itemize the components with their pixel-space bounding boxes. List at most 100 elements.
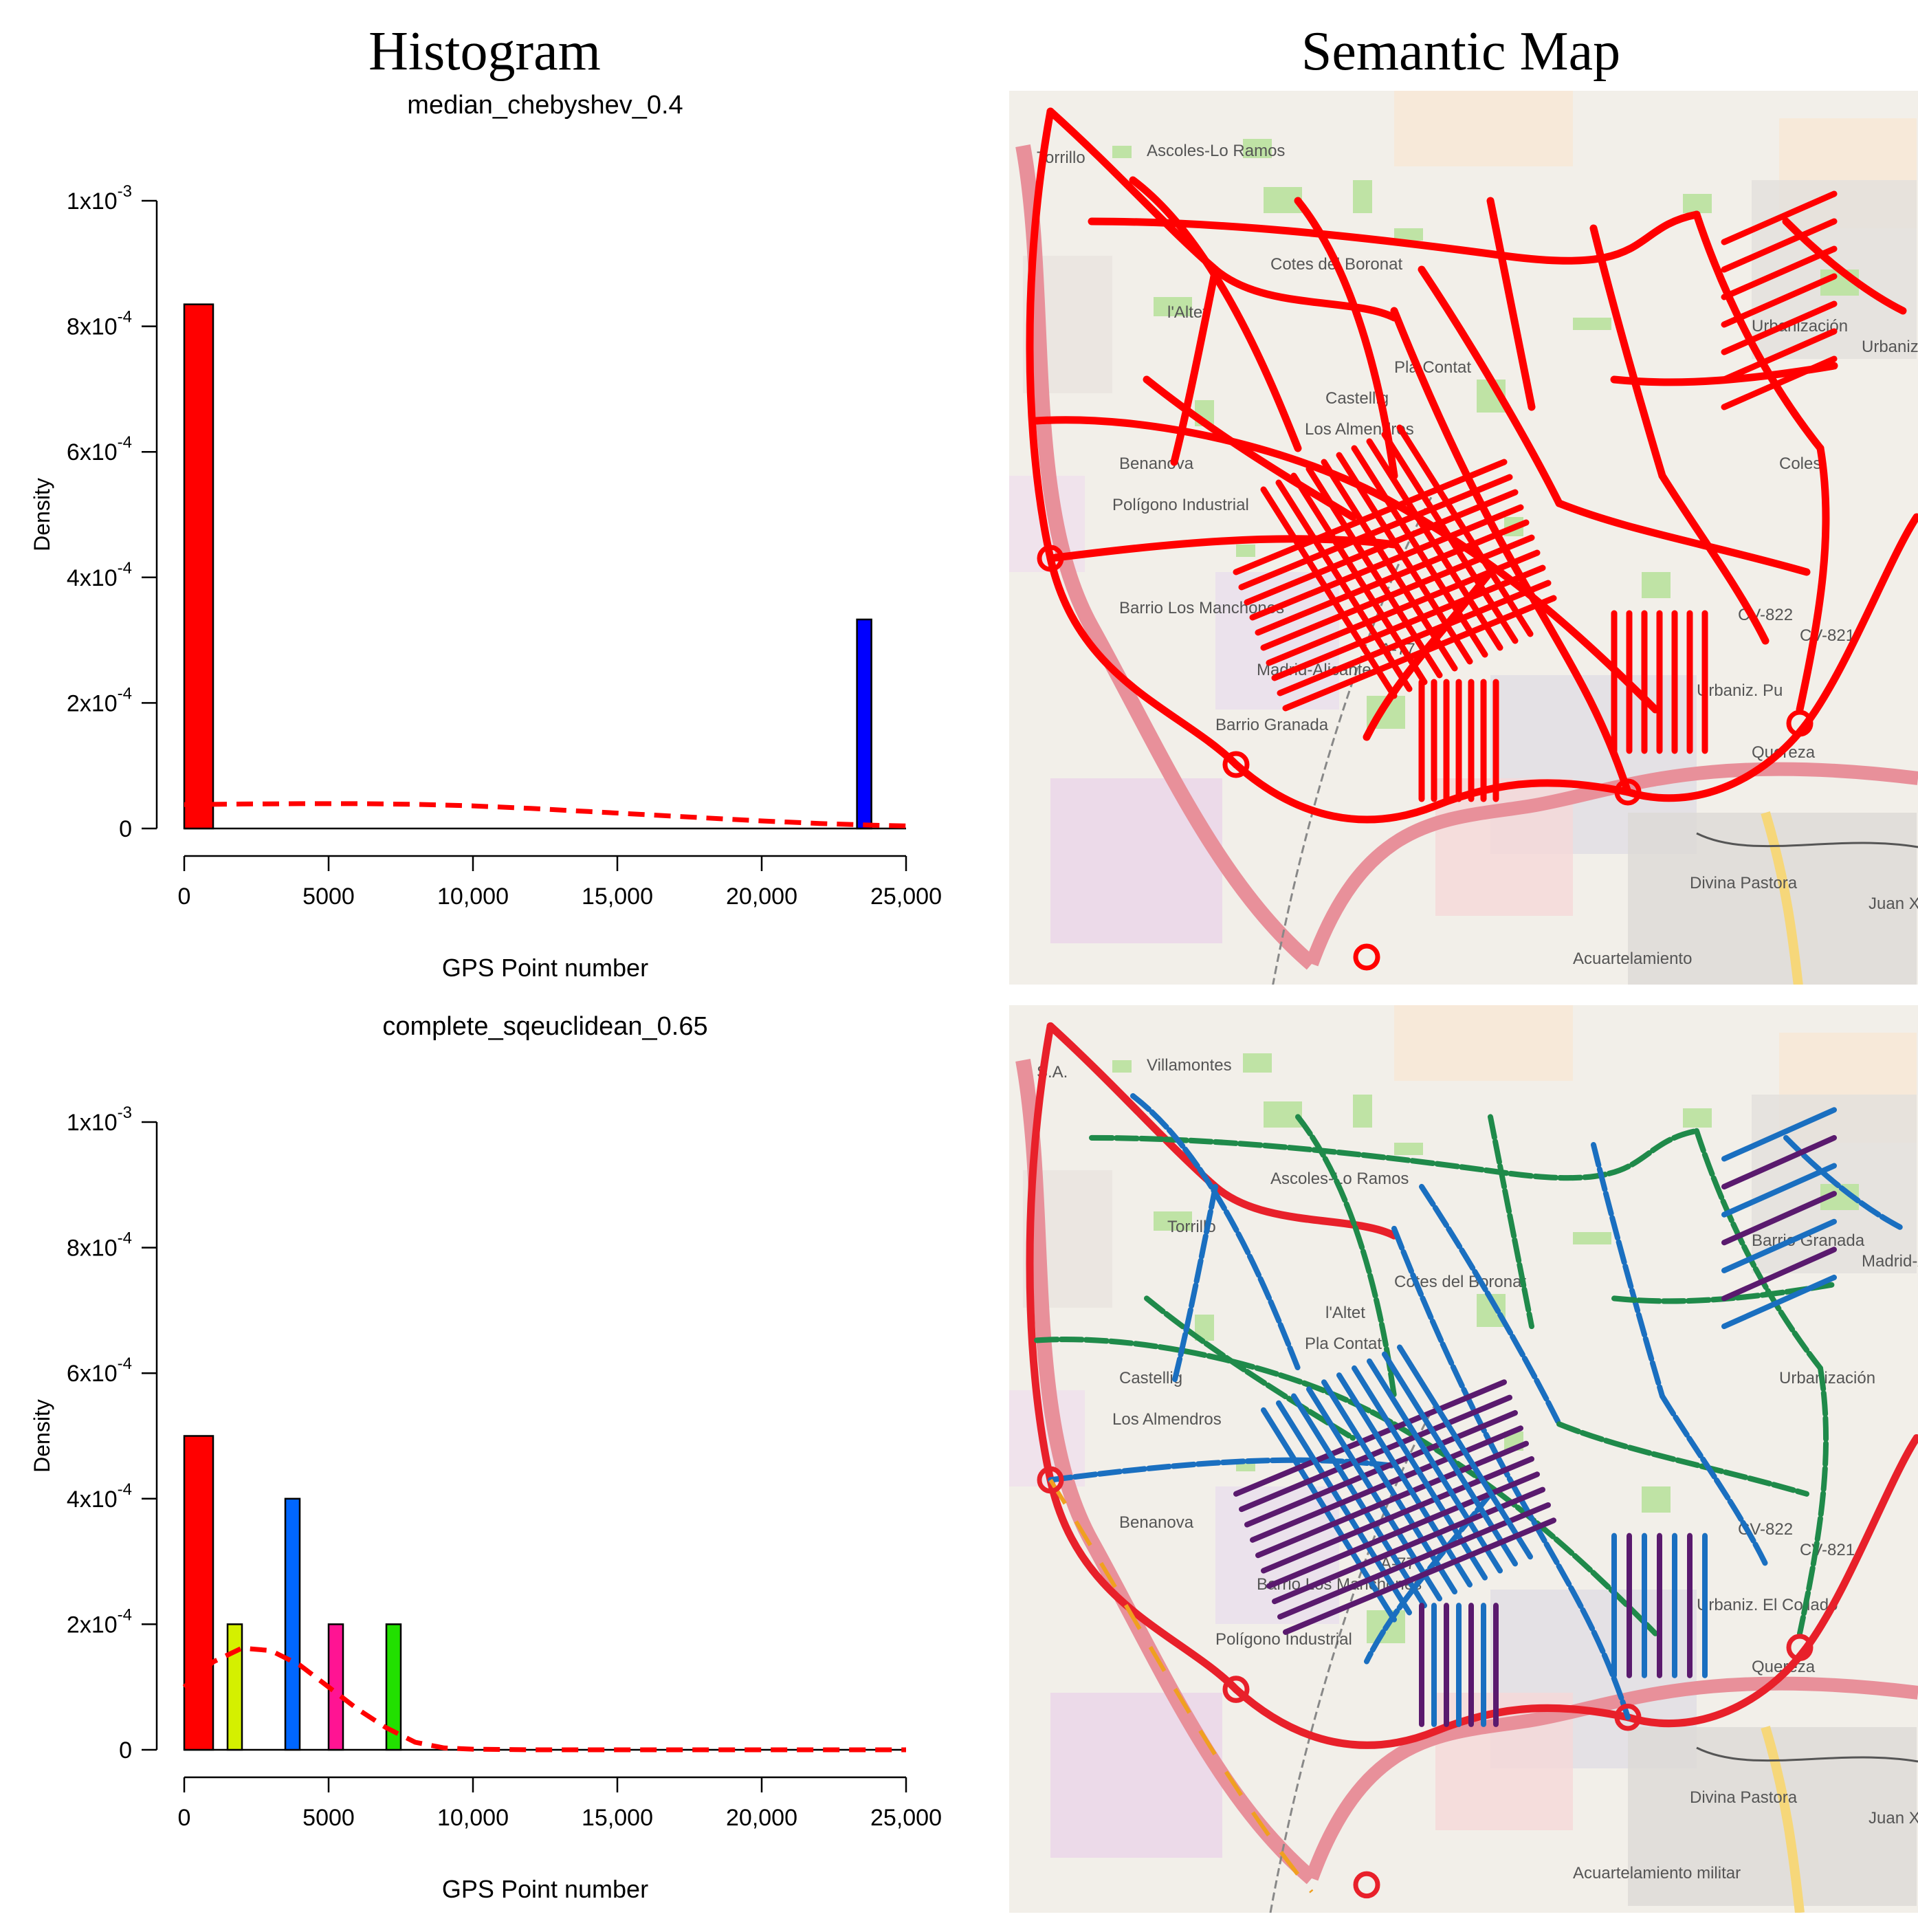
park-area xyxy=(1353,1095,1372,1128)
map-label: Benanova xyxy=(1119,454,1194,473)
gps-trace xyxy=(1721,300,1838,355)
roundabout xyxy=(1353,943,1380,971)
gps-trace xyxy=(1130,1093,1301,1372)
park-area xyxy=(1642,572,1671,598)
gps-trace xyxy=(1233,1379,1507,1497)
map-label: Acuartelamiento militar xyxy=(1573,1864,1741,1882)
y-tick-label: 4x10-4 xyxy=(67,1480,132,1513)
map-label: Villamontes xyxy=(1147,1056,1232,1075)
density-curve xyxy=(182,1645,906,1753)
x-tick-label: 10,000 xyxy=(437,883,509,910)
park-area xyxy=(1243,1053,1272,1073)
map-label: Divina Pastora xyxy=(1690,1788,1798,1807)
map-label: CV-821 xyxy=(1800,1541,1855,1559)
railway xyxy=(1696,832,1918,848)
park-area xyxy=(1683,194,1712,213)
map-label: l'Altet xyxy=(1167,303,1207,322)
map-label: CV-821 xyxy=(1800,626,1855,645)
park-area xyxy=(1154,297,1192,316)
y-tick-label: 8x10-4 xyxy=(67,1229,132,1262)
gps-trace xyxy=(1277,1502,1551,1620)
gps-trace xyxy=(1033,416,1660,714)
park-area xyxy=(1112,146,1132,158)
x-tick-label: 5000 xyxy=(302,1805,355,1831)
gps-trace xyxy=(1283,1517,1556,1635)
gps-trace xyxy=(1233,459,1508,575)
gps-trace xyxy=(1260,534,1535,651)
map-label: Barrio Granada xyxy=(1215,716,1329,734)
park-area xyxy=(1573,318,1611,330)
y-tick-label: 8x10-4 xyxy=(67,308,132,340)
gps-trace xyxy=(1721,245,1838,300)
gps-trace xyxy=(1026,1022,1240,1693)
y-axis-label: Density xyxy=(30,478,54,551)
roundabout xyxy=(1037,1466,1064,1494)
park-area xyxy=(1394,228,1423,241)
gps-trace xyxy=(1797,1365,1829,1636)
gps-trace xyxy=(1591,1142,1665,1399)
semantic-map-heading: Semantic Map xyxy=(1301,21,1621,82)
histogram-bar-2 xyxy=(856,618,872,830)
map-label: Castellig xyxy=(1119,1369,1182,1387)
y-tick-label: 0 xyxy=(119,1737,132,1764)
gps-trace xyxy=(1721,1134,1837,1190)
histogram-median-chebyshev: median_chebyshev_0.4 0 2x10-4 4x10-4 6x10-4 8… xyxy=(0,89,990,1011)
park-area xyxy=(1353,180,1372,213)
map-label: Pla Contat xyxy=(1394,358,1471,377)
park-area xyxy=(1394,1143,1423,1155)
histogram-bar-1 xyxy=(183,1435,214,1751)
gps-trace xyxy=(1397,1344,1533,1560)
gps-trace xyxy=(1232,1685,1632,1749)
gps-trace xyxy=(1721,1163,1837,1218)
gps-trace xyxy=(1624,1434,1918,1728)
gps-trace xyxy=(1796,444,1830,714)
gps-trace xyxy=(1277,580,1552,696)
gps-trace xyxy=(1721,1218,1837,1273)
y-tick-label: 1x10-3 xyxy=(67,182,132,215)
highway xyxy=(1015,1059,1317,1885)
map-label: Juan XXIII xyxy=(1869,1809,1918,1827)
x-tick-label: 20,000 xyxy=(726,883,797,910)
gps-trace xyxy=(1391,1225,1631,1720)
gps-trace xyxy=(1276,1400,1412,1616)
map-label: Acuartelamiento xyxy=(1573,949,1692,968)
y-tick-label: 6x10-4 xyxy=(67,1354,132,1387)
x-tick-label: 0 xyxy=(178,883,191,910)
gps-trace xyxy=(1144,1295,1356,1441)
semantic-map-complete-sqeuclidean: Villamontes S.A. Ascoles-Lo Ramos Torrillo C… xyxy=(1009,1005,1918,1913)
gps-trace xyxy=(1239,1394,1512,1513)
map-label: l'Altet xyxy=(1325,1304,1365,1322)
x-tick-label: 0 xyxy=(178,1805,191,1831)
x-tick-label: 25,000 xyxy=(870,1805,942,1831)
roundabout xyxy=(1222,1676,1250,1703)
gps-trace xyxy=(1721,218,1838,273)
gps-trace xyxy=(1306,1386,1442,1602)
semantic-map-median-chebyshev: Ascoles-Lo Ramos Torrillo Cotes del Borona… xyxy=(1009,91,1918,985)
y-tick-label: 2x10-4 xyxy=(67,1605,132,1638)
gps-trace xyxy=(1255,519,1530,636)
gps-trace xyxy=(1396,424,1534,637)
map-label: Madrid-Alicante xyxy=(1862,1252,1918,1271)
gps-trace xyxy=(1129,176,1302,452)
roundabout xyxy=(1353,1871,1380,1899)
map-label: Urbanización El Collado xyxy=(1862,338,1918,356)
gps-trace xyxy=(1089,1128,1699,1181)
histogram-bar-1 xyxy=(183,303,214,830)
gps-trace xyxy=(1418,265,1563,507)
park-area xyxy=(1642,1486,1671,1513)
map-label: Benanova xyxy=(1119,1513,1194,1532)
land-use-area xyxy=(1050,1693,1222,1858)
gps-trace xyxy=(1171,1183,1218,1385)
gps-trace xyxy=(1170,265,1220,466)
gps-trace-network xyxy=(1026,107,1918,971)
gps-trace xyxy=(1261,1407,1397,1623)
map-label: Polígono Industrial xyxy=(1112,496,1249,514)
gps-trace xyxy=(1088,210,1701,265)
histogram-bar-5 xyxy=(385,1623,402,1751)
map-label: Urbaniz. Pu xyxy=(1697,681,1783,700)
gps-trace xyxy=(1255,1440,1529,1559)
land-use-area xyxy=(1394,91,1573,166)
roundabout xyxy=(1786,1634,1814,1661)
gps-trace xyxy=(1721,328,1838,383)
